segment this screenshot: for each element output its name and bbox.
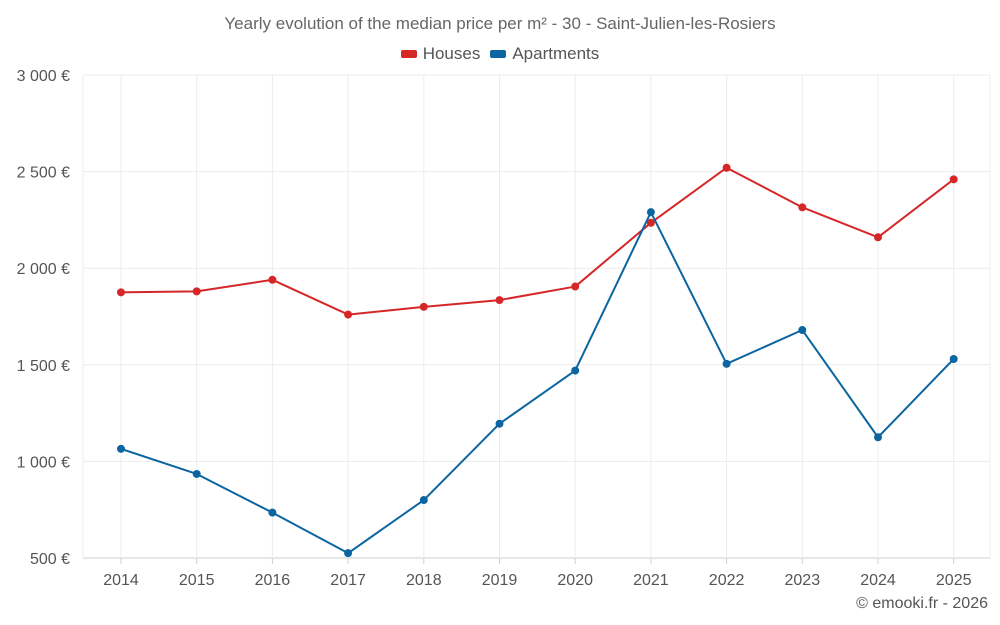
x-tick-label: 2024: [860, 572, 896, 589]
x-tick-label: 2016: [255, 572, 291, 589]
data-point-apartments[interactable]: [722, 359, 731, 368]
data-point-houses[interactable]: [646, 218, 655, 227]
data-point-houses[interactable]: [722, 163, 731, 172]
data-point-houses[interactable]: [798, 203, 807, 212]
legend-label-apartments: Apartments: [512, 44, 600, 63]
series-line-houses: [120, 166, 955, 316]
legend-label-houses: Houses: [422, 44, 481, 63]
x-tick-label: 2015: [179, 572, 215, 589]
data-point-houses[interactable]: [495, 296, 504, 305]
data-point-apartments[interactable]: [646, 208, 655, 217]
data-point-apartments[interactable]: [344, 549, 353, 558]
axis-layer: 500 € 1 000 € 1 500 € 2 000 € 2 500 € 3 000 €…: [17, 68, 972, 589]
data-point-apartments[interactable]: [192, 469, 201, 478]
x-tick-label: 2018: [406, 572, 442, 589]
y-tick-label: 2 500 €: [17, 165, 70, 182]
legend: Houses Apartments: [0, 44, 1000, 64]
y-tick-label: 500 €: [30, 551, 70, 568]
data-point-houses[interactable]: [419, 302, 428, 311]
series-layer: [117, 163, 958, 558]
data-point-apartments[interactable]: [874, 433, 882, 442]
x-tick-label: 2014: [103, 572, 139, 589]
data-point-apartments[interactable]: [117, 444, 125, 453]
data-point-houses[interactable]: [117, 288, 125, 297]
legend-item-houses[interactable]: Houses: [400, 44, 481, 64]
legend-swatch-houses: [400, 50, 417, 58]
data-point-houses[interactable]: [192, 287, 201, 296]
data-point-apartments[interactable]: [495, 419, 504, 428]
x-tick-label: 2023: [785, 572, 821, 589]
data-point-apartments[interactable]: [949, 355, 958, 364]
data-point-houses[interactable]: [344, 310, 353, 319]
credit-text: © emooki.fr - 2026: [856, 595, 988, 612]
x-tick-label: 2025: [936, 572, 972, 589]
data-point-apartments[interactable]: [571, 366, 580, 375]
data-point-apartments[interactable]: [798, 326, 807, 335]
data-point-apartments[interactable]: [419, 496, 428, 505]
x-tick-label: 2022: [709, 572, 745, 589]
y-tick-label: 1 000 €: [17, 454, 70, 471]
series-line-apartments: [120, 211, 955, 555]
x-tick-label: 2021: [633, 572, 669, 589]
x-tick-label: 2020: [557, 572, 593, 589]
data-point-apartments[interactable]: [268, 508, 277, 517]
y-tick-label: 2 000 €: [17, 261, 70, 278]
chart-title: Yearly evolution of the median price per…: [224, 14, 776, 33]
x-tick-label: 2017: [330, 572, 366, 589]
y-tick-label: 1 500 €: [17, 358, 70, 375]
legend-swatch-apartments: [490, 50, 507, 58]
x-tick-label: 2019: [482, 572, 518, 589]
y-tick-label: 3 000 €: [17, 68, 70, 85]
data-point-houses[interactable]: [949, 175, 958, 184]
legend-item-apartments[interactable]: Apartments: [490, 44, 599, 64]
data-point-houses[interactable]: [874, 233, 882, 242]
data-point-houses[interactable]: [268, 275, 277, 284]
data-point-houses[interactable]: [571, 282, 580, 291]
